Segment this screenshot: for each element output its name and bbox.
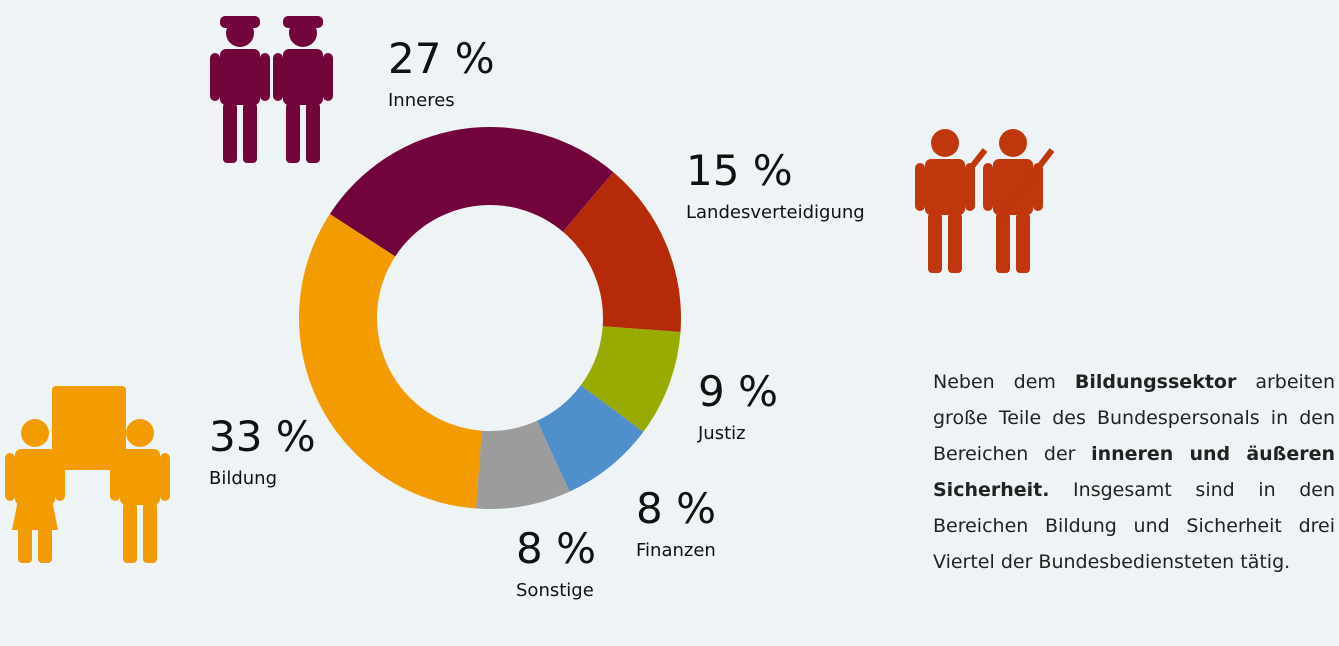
text-segment: inneren und äußeren Sicherheit. — [933, 443, 1335, 501]
donut-segment — [299, 213, 482, 509]
donut-segment — [537, 385, 644, 492]
teacher-icon — [5, 386, 170, 563]
value-label: 8 % — [636, 484, 716, 533]
donut-segment — [476, 420, 570, 509]
donut-segment — [562, 172, 681, 332]
value-label: 15 % — [686, 146, 793, 195]
category-label: Justiz — [697, 423, 746, 444]
text-segment: arbeiten große Teile des Bundespersonals… — [933, 371, 1335, 465]
text-segment: Bildungssektor — [1074, 371, 1237, 393]
category-label: Inneres — [388, 90, 455, 111]
category-label: Landesverteidigung — [686, 202, 865, 223]
donut-segment — [580, 326, 681, 432]
value-label: 8 % — [516, 524, 596, 573]
text-segment: Neben dem — [933, 371, 1075, 393]
value-label: 9 % — [698, 367, 778, 416]
value-label: 27 % — [388, 34, 495, 83]
soldier-icon — [915, 129, 1055, 273]
text-segment: Insgesamt sind in den Bereichen Bildung … — [933, 479, 1335, 573]
description: Neben dem Bildungssektor arbeiten große … — [933, 364, 1335, 580]
category-label: Sonstige — [516, 580, 594, 601]
donut-segment — [329, 127, 614, 257]
category-label: Bildung — [209, 468, 277, 489]
value-label: 33 % — [209, 412, 316, 461]
police-icon — [210, 16, 333, 163]
category-label: Finanzen — [636, 540, 716, 561]
